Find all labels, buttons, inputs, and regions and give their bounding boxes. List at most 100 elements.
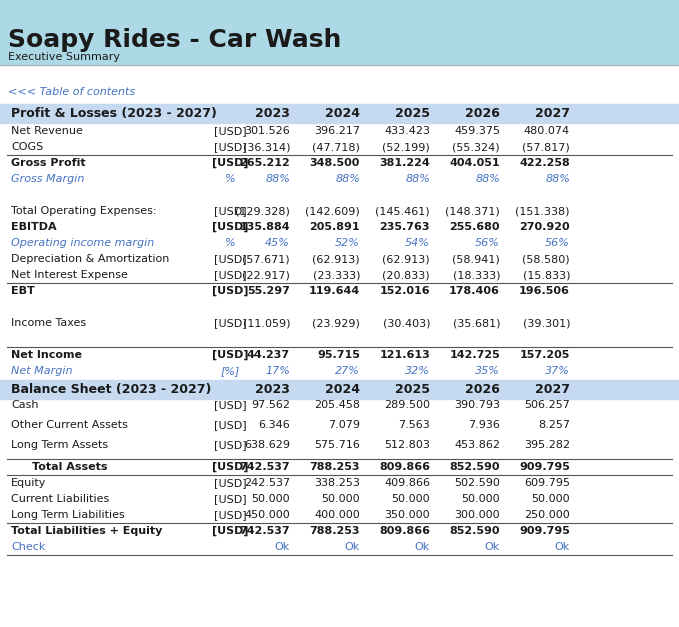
Text: 50.000: 50.000 bbox=[251, 494, 290, 504]
Text: (30.403): (30.403) bbox=[382, 318, 430, 328]
Text: 152.016: 152.016 bbox=[380, 286, 430, 296]
Text: 909.795: 909.795 bbox=[519, 526, 570, 536]
Text: 400.000: 400.000 bbox=[314, 510, 360, 520]
Text: 396.217: 396.217 bbox=[314, 126, 360, 136]
Text: [USD]: [USD] bbox=[212, 350, 249, 360]
Text: 2023: 2023 bbox=[255, 107, 290, 120]
Text: Operating income margin: Operating income margin bbox=[11, 238, 154, 248]
Text: 54%: 54% bbox=[405, 238, 430, 248]
Text: Net Income: Net Income bbox=[11, 350, 82, 360]
Text: 2027: 2027 bbox=[535, 383, 570, 396]
Text: 7.563: 7.563 bbox=[399, 420, 430, 430]
Text: (57.671): (57.671) bbox=[242, 254, 290, 264]
Text: 35%: 35% bbox=[475, 366, 500, 376]
Text: 50.000: 50.000 bbox=[461, 494, 500, 504]
Text: EBITDA: EBITDA bbox=[11, 222, 56, 232]
Text: 404.051: 404.051 bbox=[449, 158, 500, 168]
Text: 300.000: 300.000 bbox=[454, 510, 500, 520]
Text: (62.913): (62.913) bbox=[312, 254, 360, 264]
Text: 2026: 2026 bbox=[465, 383, 500, 396]
Text: Net Revenue: Net Revenue bbox=[11, 126, 83, 136]
Text: %: % bbox=[225, 174, 236, 184]
Text: Balance Sheet (2023 - 2027): Balance Sheet (2023 - 2027) bbox=[11, 383, 211, 396]
Text: 88%: 88% bbox=[265, 174, 290, 184]
Text: 205.458: 205.458 bbox=[314, 400, 360, 410]
Text: Ok: Ok bbox=[555, 542, 570, 552]
Text: Net Margin: Net Margin bbox=[11, 366, 73, 376]
Text: Ok: Ok bbox=[485, 542, 500, 552]
Text: 50.000: 50.000 bbox=[321, 494, 360, 504]
Text: (55.324): (55.324) bbox=[452, 142, 500, 152]
Text: 409.866: 409.866 bbox=[384, 478, 430, 488]
Text: 301.526: 301.526 bbox=[244, 126, 290, 136]
Text: 6.346: 6.346 bbox=[258, 420, 290, 430]
Text: 7.936: 7.936 bbox=[468, 420, 500, 430]
Text: 2025: 2025 bbox=[395, 107, 430, 120]
Text: (18.333): (18.333) bbox=[452, 270, 500, 280]
Text: 2026: 2026 bbox=[465, 107, 500, 120]
Text: (62.913): (62.913) bbox=[382, 254, 430, 264]
Text: Soapy Rides - Car Wash: Soapy Rides - Car Wash bbox=[8, 28, 342, 52]
Text: (36.314): (36.314) bbox=[242, 142, 290, 152]
Text: Total Assets: Total Assets bbox=[33, 462, 108, 472]
Text: 609.795: 609.795 bbox=[524, 478, 570, 488]
Text: EBT: EBT bbox=[11, 286, 35, 296]
Text: (148.371): (148.371) bbox=[445, 206, 500, 216]
Text: 119.644: 119.644 bbox=[309, 286, 360, 296]
Text: [USD]: [USD] bbox=[214, 270, 246, 280]
Text: 45%: 45% bbox=[265, 238, 290, 248]
Text: [USD]: [USD] bbox=[214, 494, 246, 504]
Text: 350.000: 350.000 bbox=[384, 510, 430, 520]
Text: (39.301): (39.301) bbox=[523, 318, 570, 328]
Text: 205.891: 205.891 bbox=[310, 222, 360, 232]
Text: 433.423: 433.423 bbox=[384, 126, 430, 136]
Text: Gross Profit: Gross Profit bbox=[11, 158, 86, 168]
Text: (58.580): (58.580) bbox=[522, 254, 570, 264]
Bar bbox=[0, 0, 679, 65]
Text: 852.590: 852.590 bbox=[449, 462, 500, 472]
Text: 27%: 27% bbox=[335, 366, 360, 376]
Text: (22.917): (22.917) bbox=[242, 270, 290, 280]
Text: [USD]: [USD] bbox=[214, 318, 246, 328]
Text: (47.718): (47.718) bbox=[312, 142, 360, 152]
Text: [USD]: [USD] bbox=[212, 526, 249, 536]
Text: 142.725: 142.725 bbox=[449, 350, 500, 360]
Text: [USD]: [USD] bbox=[214, 478, 246, 488]
Text: 480.074: 480.074 bbox=[524, 126, 570, 136]
Text: [USD]: [USD] bbox=[214, 126, 246, 136]
Text: [USD]: [USD] bbox=[212, 222, 249, 232]
Text: 381.224: 381.224 bbox=[380, 158, 430, 168]
Text: 44.237: 44.237 bbox=[247, 350, 290, 360]
Text: 17%: 17% bbox=[265, 366, 290, 376]
Bar bbox=[0, 104, 679, 123]
Text: Long Term Assets: Long Term Assets bbox=[11, 440, 108, 450]
Text: 502.590: 502.590 bbox=[454, 478, 500, 488]
Text: 395.282: 395.282 bbox=[524, 440, 570, 450]
Text: 56%: 56% bbox=[475, 238, 500, 248]
Text: 50.000: 50.000 bbox=[391, 494, 430, 504]
Text: Net Interest Expense: Net Interest Expense bbox=[11, 270, 128, 280]
Text: 506.257: 506.257 bbox=[524, 400, 570, 410]
Text: Depreciation & Amortization: Depreciation & Amortization bbox=[11, 254, 169, 264]
Text: Check: Check bbox=[11, 542, 45, 552]
Text: <<< Table of contents: <<< Table of contents bbox=[8, 87, 135, 97]
Text: 135.884: 135.884 bbox=[240, 222, 290, 232]
Text: Total Operating Expenses:: Total Operating Expenses: bbox=[11, 206, 156, 216]
Text: 2023: 2023 bbox=[255, 383, 290, 396]
Text: 788.253: 788.253 bbox=[310, 526, 360, 536]
Text: 52%: 52% bbox=[335, 238, 360, 248]
Text: 289.500: 289.500 bbox=[384, 400, 430, 410]
Text: 422.258: 422.258 bbox=[519, 158, 570, 168]
Text: COGS: COGS bbox=[11, 142, 43, 152]
Text: 2025: 2025 bbox=[395, 383, 430, 396]
Text: Total Liabilities + Equity: Total Liabilities + Equity bbox=[11, 526, 162, 536]
Text: [%]: [%] bbox=[220, 366, 240, 376]
Text: 348.500: 348.500 bbox=[310, 158, 360, 168]
Text: 88%: 88% bbox=[475, 174, 500, 184]
Text: Other Current Assets: Other Current Assets bbox=[11, 420, 128, 430]
Text: [USD]: [USD] bbox=[214, 420, 246, 430]
Text: 453.862: 453.862 bbox=[454, 440, 500, 450]
Text: 2027: 2027 bbox=[535, 107, 570, 120]
Text: 235.763: 235.763 bbox=[380, 222, 430, 232]
Text: 178.406: 178.406 bbox=[449, 286, 500, 296]
